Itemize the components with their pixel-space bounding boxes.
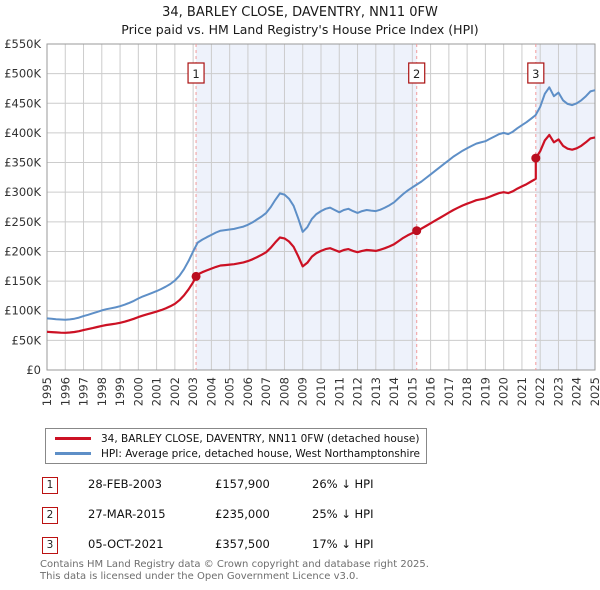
license-footer: Contains HM Land Registry data © Crown c…: [40, 559, 596, 582]
y-axis-tick-label: £300K: [4, 185, 41, 199]
hpi-line-swatch: [55, 452, 91, 455]
x-axis-tick-label: 2019: [478, 377, 492, 406]
hpi-line: [46, 86, 596, 321]
sale-date: 28-FEB-2003: [88, 477, 162, 491]
legend-row-hpi: HPI: Average price, detached house, West…: [46, 446, 426, 461]
x-axis-tick-label: 2022: [533, 377, 547, 406]
x-axis-tick-label: 2023: [551, 377, 565, 406]
x-axis-tick-label: 1999: [113, 377, 127, 406]
sale-price: £235,000: [215, 507, 270, 521]
sale-point-dot: [531, 153, 541, 163]
y-axis-tick-label: £0: [26, 363, 41, 377]
sale-date: 27-MAR-2015: [88, 507, 166, 521]
x-axis-tick-label: 2015: [405, 377, 419, 406]
x-axis-tick-label: 2016: [424, 377, 438, 406]
x-axis-tick-label: 2020: [497, 377, 511, 406]
x-axis-tick-label: 2004: [204, 377, 218, 406]
sale-price: £357,500: [215, 537, 270, 551]
sale-marker-box: [527, 62, 545, 84]
y-axis-tick-label: £350K: [4, 156, 41, 170]
sale-price: £157,900: [215, 477, 270, 491]
sale-marker-box: [187, 62, 205, 84]
legend-label-hpi: HPI: Average price, detached house, West…: [101, 447, 420, 460]
legend-label-property: 34, BARLEY CLOSE, DAVENTRY, NN11 0FW (de…: [101, 432, 420, 445]
sale-hpi-diff: 17% ↓ HPI: [312, 537, 374, 551]
x-axis-tick-label: 2010: [314, 377, 328, 406]
y-axis-tick-label: £400K: [4, 126, 41, 140]
x-axis-tick-label: 2003: [186, 377, 200, 406]
plot-border: [46, 43, 596, 371]
chart-legend: 34, BARLEY CLOSE, DAVENTRY, NN11 0FW (de…: [45, 428, 427, 464]
x-axis-tick-label: 1998: [95, 377, 109, 406]
x-axis-tick-label: 2011: [332, 377, 346, 406]
x-axis-tick-label: 2012: [351, 377, 365, 406]
x-axis-tick-label: 2014: [387, 377, 401, 406]
x-axis-tick-label: 2007: [259, 377, 273, 406]
x-axis-tick-label: 1997: [77, 377, 91, 406]
x-axis-tick-label: 2006: [241, 377, 255, 406]
x-axis-tick-label: 2001: [150, 377, 164, 406]
property-price-line: [46, 133, 596, 334]
y-axis-tick-label: £50K: [12, 333, 42, 347]
table-row: 2 27-MAR-2015 £235,000 25% ↓ HPI: [40, 506, 580, 536]
x-axis-tick-label: 2024: [570, 377, 584, 406]
x-axis-tick-label: 2000: [131, 377, 145, 406]
x-axis-tick-label: 2025: [588, 377, 600, 406]
y-axis-tick-label: £550K: [4, 37, 41, 51]
x-axis-tick-label: 2021: [515, 377, 529, 406]
sale-point-dot: [412, 226, 422, 236]
property-line-swatch: [55, 437, 91, 440]
x-axis-tick-label: 2009: [296, 377, 310, 406]
table-row: 3 05-OCT-2021 £357,500 17% ↓ HPI: [40, 536, 580, 566]
x-axis-tick-label: 2018: [460, 377, 474, 406]
sale-marker-2: 2: [42, 507, 58, 524]
y-axis-tick-label: £150K: [4, 274, 41, 288]
x-axis-tick-label: 1995: [40, 377, 54, 406]
sale-marker-number: 3: [532, 67, 539, 81]
page-title: 34, BARLEY CLOSE, DAVENTRY, NN11 0FW: [162, 5, 438, 20]
page-subtitle: Price paid vs. HM Land Registry's House …: [121, 22, 479, 37]
x-axis-tick-label: 2002: [168, 377, 182, 406]
sale-marker-number: 2: [413, 67, 420, 81]
y-axis-tick-label: £500K: [4, 67, 41, 81]
sale-marker-3: 3: [42, 537, 58, 554]
sale-point-dot: [191, 271, 201, 281]
sale-marker-box: [408, 62, 426, 84]
x-axis-tick-label: 2008: [277, 377, 291, 406]
ownership-shaded-region: [196, 44, 417, 370]
sale-date: 05-OCT-2021: [88, 537, 164, 551]
ownership-shaded-region: [535, 44, 595, 370]
y-axis-tick-label: £200K: [4, 244, 41, 258]
y-axis-tick-label: £450K: [4, 96, 41, 110]
sale-marker-1: 1: [42, 477, 58, 494]
sale-marker-number: 1: [192, 67, 199, 81]
legend-row-property: 34, BARLEY CLOSE, DAVENTRY, NN11 0FW (de…: [46, 431, 426, 446]
table-row: 1 28-FEB-2003 £157,900 26% ↓ HPI: [40, 476, 580, 506]
y-axis-tick-label: £250K: [4, 215, 41, 229]
x-axis-tick-label: 2005: [223, 377, 237, 406]
footer-line-2: This data is licensed under the Open Gov…: [40, 570, 359, 582]
x-axis-tick-label: 2013: [369, 377, 383, 406]
x-axis-tick-label: 2017: [442, 377, 456, 406]
sales-table: 1 28-FEB-2003 £157,900 26% ↓ HPI 2 27-MA…: [40, 476, 580, 566]
sale-hpi-diff: 25% ↓ HPI: [312, 507, 374, 521]
chart-titles: 34, BARLEY CLOSE, DAVENTRY, NN11 0FW Pri…: [0, 4, 600, 38]
y-axis-tick-label: £100K: [4, 304, 41, 318]
price-chart: 1 2 3 £0 £50K £100K £150K £200K £250K £300K £350K £…: [4, 37, 600, 406]
footer-line-1: Contains HM Land Registry data © Crown c…: [40, 559, 429, 570]
x-axis-tick-label: 1996: [58, 377, 72, 406]
sale-hpi-diff: 26% ↓ HPI: [312, 477, 374, 491]
